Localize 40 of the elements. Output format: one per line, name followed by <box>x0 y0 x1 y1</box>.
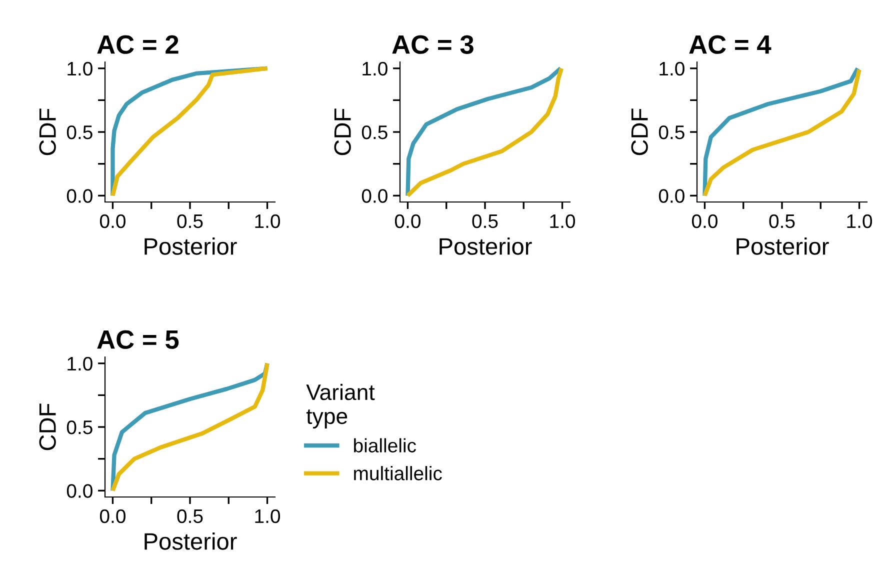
y-tick-label: 0.0 <box>658 189 684 203</box>
y-tick-label: 1.0 <box>362 62 388 76</box>
chart-title: AC = 3 <box>392 35 474 54</box>
x-tick-label: 0.5 <box>177 509 203 524</box>
y-tick-label: 0.0 <box>362 189 388 203</box>
x-tick-label: 1.0 <box>847 214 872 228</box>
x-tick-label: 1.0 <box>255 214 280 228</box>
legend-label: multiallelic <box>354 466 442 480</box>
x-tick-label: 0.5 <box>177 214 203 228</box>
y-tick-label: 0.5 <box>362 125 388 140</box>
line-series <box>110 361 270 493</box>
x-axis-title: Posterior <box>736 237 829 255</box>
x-tick-label: 0.0 <box>692 214 718 228</box>
y-tick-label: 0.5 <box>66 420 92 434</box>
y-tick-label: 1.0 <box>68 356 92 371</box>
y-tick-label: 0.0 <box>66 189 92 203</box>
x-tick-label: 1.0 <box>550 214 576 228</box>
y-tick-label: 1.0 <box>660 62 684 76</box>
chart-title: AC = 4 <box>689 35 772 54</box>
chart-title: AC = 2 <box>97 35 178 54</box>
y-axis-title: CDF <box>39 108 56 156</box>
y-tick-label: 0.5 <box>658 125 684 140</box>
chart-title: AC = 5 <box>97 330 179 349</box>
x-tick-label: 0.0 <box>100 509 126 524</box>
x-axis-title: Posterior <box>440 237 532 255</box>
x-axis-title: Posterior <box>144 237 237 255</box>
y-axis-title: CDF <box>631 108 648 156</box>
y-tick-label: 0.0 <box>66 484 92 498</box>
y-axis-title: CDF <box>334 108 351 156</box>
y-tick-label: 1.0 <box>68 62 92 76</box>
x-tick-label: 0.5 <box>472 214 498 228</box>
x-tick-label: 0.0 <box>100 214 126 228</box>
x-axis-title: Posterior <box>144 532 237 550</box>
x-tick-label: 0.0 <box>394 214 420 228</box>
y-tick-label: 0.5 <box>66 125 92 140</box>
legend-label: biallelic <box>354 438 416 452</box>
x-tick-label: 1.0 <box>255 509 280 524</box>
legend-title: Variant type <box>306 384 375 428</box>
y-axis-title: CDF <box>39 404 56 450</box>
x-tick-label: 0.5 <box>769 214 795 228</box>
